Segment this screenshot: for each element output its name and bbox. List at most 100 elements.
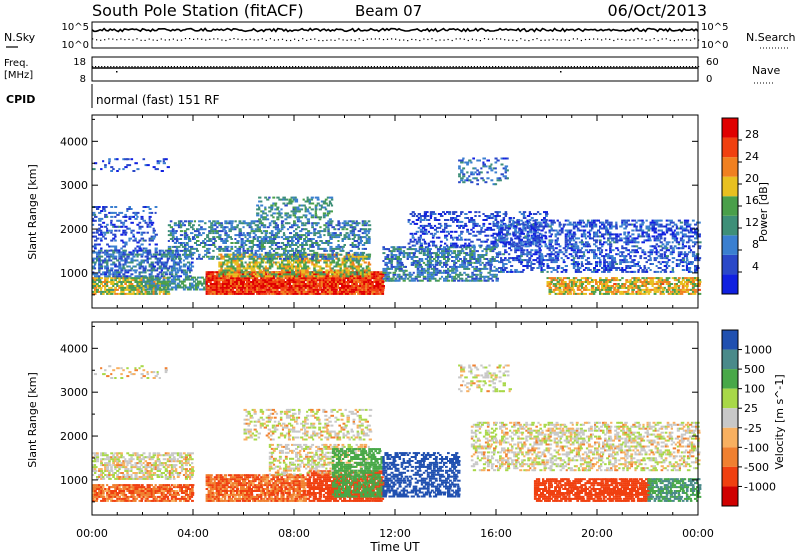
data-cell <box>451 252 453 254</box>
data-cell <box>426 215 430 217</box>
data-cell <box>429 250 431 252</box>
data-cell <box>267 262 269 264</box>
data-cell <box>484 215 486 217</box>
data-cell <box>257 275 260 277</box>
data-cell <box>155 269 159 271</box>
data-cell <box>425 254 427 256</box>
data-cell <box>242 293 244 295</box>
data-cell <box>110 277 114 279</box>
noise-search-dot <box>92 38 93 39</box>
noise-search-dot <box>359 38 360 39</box>
data-cell <box>299 230 302 232</box>
data-cell <box>224 254 226 256</box>
data-cell <box>253 258 255 260</box>
data-cell <box>285 273 287 275</box>
data-cell <box>420 219 422 221</box>
data-cell <box>303 248 306 250</box>
data-cell <box>185 271 188 273</box>
data-cell <box>432 243 435 245</box>
data-cell <box>94 251 96 253</box>
data-cell <box>212 236 215 238</box>
data-cell <box>226 240 228 242</box>
data-cell <box>386 248 390 250</box>
data-cell <box>492 270 494 272</box>
data-cell <box>441 248 443 250</box>
data-cell <box>487 280 489 282</box>
data-cell <box>96 208 99 210</box>
data-cell <box>469 264 472 266</box>
data-cell <box>132 256 135 258</box>
data-cell <box>198 244 201 246</box>
data-cell <box>313 293 315 295</box>
data-cell <box>176 248 178 250</box>
station-title: South Pole Station (fitACF) <box>92 1 304 20</box>
data-cell <box>472 227 474 229</box>
data-cell <box>315 258 318 260</box>
nave-dot <box>413 66 414 67</box>
data-cell <box>191 283 193 285</box>
data-cell <box>344 266 347 268</box>
data-cell <box>464 217 466 219</box>
data-cell <box>128 218 131 220</box>
data-cell <box>368 264 372 266</box>
data-cell <box>331 277 333 279</box>
data-cell <box>297 277 299 279</box>
data-cell <box>239 228 242 230</box>
noise-search-dot <box>262 38 263 39</box>
data-cell <box>110 232 112 234</box>
data-cell <box>480 245 482 247</box>
data-cell <box>395 278 398 280</box>
data-cell <box>220 285 222 287</box>
data-cell <box>499 211 502 213</box>
data-cell <box>273 242 275 244</box>
data-cell <box>236 224 239 226</box>
data-cell <box>305 216 308 218</box>
data-cell <box>424 213 427 215</box>
data-cell <box>184 224 186 226</box>
data-cell <box>360 264 363 266</box>
data-cell <box>346 232 349 234</box>
data-cell <box>358 262 360 264</box>
data-cell <box>430 225 433 227</box>
data-cell <box>408 219 411 221</box>
data-cell <box>427 270 430 272</box>
data-cell <box>147 279 150 281</box>
data-cell <box>360 238 362 240</box>
data-cell <box>228 277 230 279</box>
data-cell <box>327 258 329 260</box>
data-cell <box>278 210 280 212</box>
data-cell <box>301 269 303 271</box>
data-cell <box>305 269 309 271</box>
data-cell <box>319 256 322 258</box>
data-cell <box>319 266 321 268</box>
data-cell <box>295 258 298 260</box>
data-cell <box>108 281 110 283</box>
data-cell <box>327 220 329 222</box>
data-cell <box>200 226 203 228</box>
data-cell <box>155 293 158 295</box>
data-cell <box>295 207 297 209</box>
data-cell <box>295 224 299 226</box>
data-cell <box>261 250 263 252</box>
data-cell <box>282 285 284 287</box>
data-cell <box>348 254 351 256</box>
data-cell <box>163 267 165 269</box>
data-cell <box>214 224 216 226</box>
noise-search-dot <box>504 39 505 40</box>
data-cell <box>130 222 134 224</box>
data-cell <box>254 285 256 287</box>
data-cell <box>319 240 323 242</box>
data-cell <box>485 258 488 260</box>
data-cell <box>356 240 359 242</box>
data-cell <box>303 289 306 291</box>
data-cell <box>262 218 264 220</box>
data-cell <box>299 289 301 291</box>
data-cell <box>295 197 297 199</box>
data-cell <box>337 285 339 287</box>
data-cell <box>409 254 411 256</box>
data-cell <box>278 291 280 293</box>
data-cell <box>186 254 188 256</box>
nave-dot <box>513 66 514 67</box>
data-cell <box>114 230 117 232</box>
data-cell <box>315 207 318 209</box>
